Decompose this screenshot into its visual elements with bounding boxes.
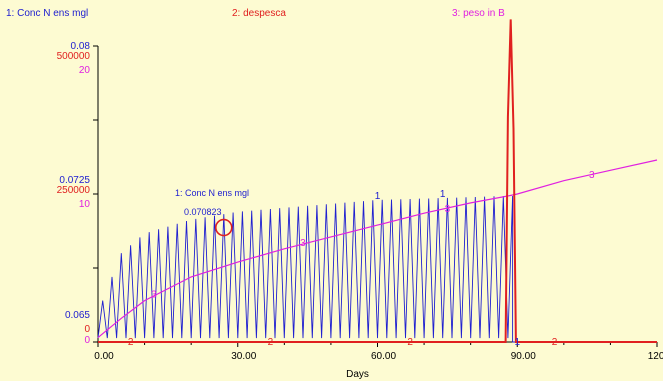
y-tick-label-despesca: 0 (84, 324, 90, 335)
series-peso-line (97, 159, 658, 339)
y-tick-label-peso: 0 (84, 335, 90, 346)
series-marker-2: 2 (552, 337, 558, 348)
series-marker-1: 1 (375, 191, 381, 202)
annotation-circle (214, 218, 233, 237)
y-tick-label-n: 0.08 (71, 41, 91, 52)
tooltip-value: 0.070823 (184, 207, 222, 217)
series-marker-3: 3 (589, 170, 595, 181)
x-tick-label: 30.00 (231, 351, 256, 362)
series-marker-3: 3 (445, 204, 451, 215)
series-despesca-line (98, 19, 657, 343)
series-marker-1: 1 (514, 337, 520, 348)
legend-series-2: 2: despesca (232, 8, 286, 19)
series-marker-2: 2 (407, 337, 413, 348)
legend-series-3: 3: peso in B (452, 8, 505, 19)
x-tick-label: 120.00 (648, 351, 663, 362)
y-tick-label-n: 0.0725 (59, 175, 90, 186)
legend-series-1: 1: Conc N ens mgl (6, 8, 89, 19)
series-marker-3: 3 (151, 290, 157, 301)
series-marker-1: 1 (440, 189, 446, 200)
series-marker-2: 2 (128, 337, 134, 348)
y-tick-label-despesca: 500000 (57, 51, 91, 62)
tooltip-series-label: 1: Conc N ens mgl (175, 188, 250, 198)
y-tick-label-peso: 20 (79, 65, 91, 76)
y-tick-label-despesca: 250000 (57, 185, 91, 196)
x-tick-label: 90.00 (511, 351, 536, 362)
x-tick-label: 0.00 (94, 351, 114, 362)
series-marker-2: 2 (268, 337, 274, 348)
series-marker-3: 3 (300, 238, 306, 249)
x-axis-title: Days (346, 369, 369, 380)
series-conc-n-line (97, 195, 657, 343)
y-tick-label-peso: 10 (79, 199, 91, 210)
x-tick-label: 60.00 (371, 351, 396, 362)
y-tick-label-n: 0.065 (65, 310, 90, 321)
